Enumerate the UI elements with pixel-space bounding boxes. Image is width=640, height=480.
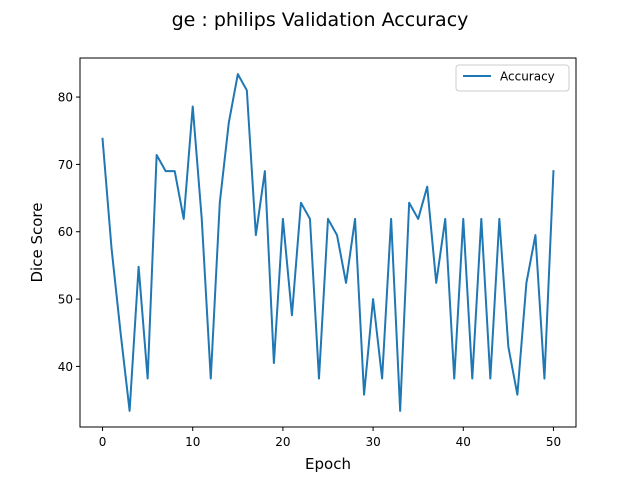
x-axis-label: Epoch (305, 455, 351, 473)
x-tick-label: 40 (456, 435, 471, 449)
x-tick-label: 10 (185, 435, 200, 449)
y-tick-label: 40 (58, 360, 73, 374)
legend-label-accuracy: Accuracy (500, 70, 555, 84)
y-tick-label: 60 (58, 225, 73, 239)
y-tick-label: 80 (58, 91, 73, 105)
x-axis-ticks: 0 10 20 30 40 50 (99, 427, 561, 449)
y-axis-label: Dice Score (28, 203, 46, 283)
legend-box (455, 64, 570, 92)
y-tick-label: 50 (58, 293, 73, 307)
plot-area-frame (79, 57, 577, 428)
x-tick-label: 20 (275, 435, 290, 449)
accuracy-series-line (101, 73, 555, 412)
x-tick-label: 50 (546, 435, 561, 449)
legend: Accuracy (455, 64, 570, 92)
chart-title: ge : philips Validation Accuracy (172, 9, 469, 31)
x-tick-label: 30 (365, 435, 380, 449)
y-axis-ticks: 40 50 60 70 80 (58, 91, 80, 374)
x-tick-label: 0 (99, 435, 107, 449)
y-tick-label: 70 (58, 158, 73, 172)
